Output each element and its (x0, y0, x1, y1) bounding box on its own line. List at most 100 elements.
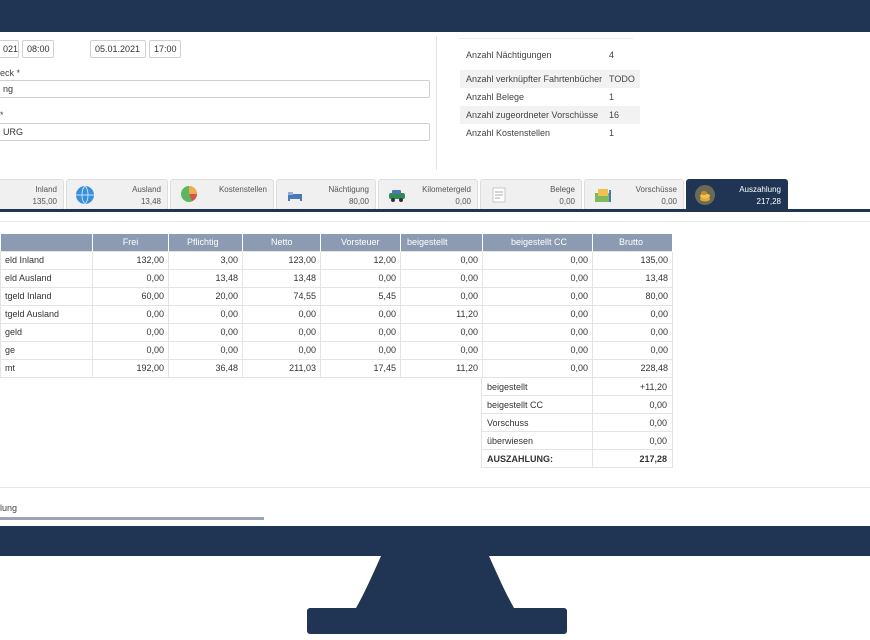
bed-icon (285, 185, 305, 205)
cell-brutto: 13,48 (592, 268, 673, 288)
info-row-belege: Anzahl Belege 1 (466, 92, 615, 102)
summary-value: +11,20 (592, 377, 673, 396)
content-divider (0, 221, 870, 222)
cell-brutto: 228,48 (592, 358, 673, 378)
bottom-tab-label[interactable]: lung (0, 503, 18, 513)
bottom-divider (0, 487, 870, 488)
summary-value: 0,00 (592, 413, 673, 432)
expense-table: Frei Pflichtig Netto Vorsteuer beigestel… (0, 234, 673, 378)
table-row[interactable]: tgeld Inland 60,00 20,00 74,55 5,45 0,00… (0, 286, 673, 306)
info-row-kostenstellen: Anzahl Kostenstellen 1 (466, 128, 615, 138)
cell-vorsteuer: 0,00 (320, 304, 401, 324)
summary-row: beigestellt CC 0,00 (481, 395, 673, 414)
column-header-frei: Frei (92, 234, 169, 251)
column-header-beigestellt-cc: beigestellt CC (482, 234, 593, 251)
purpose-input[interactable]: ng (0, 80, 430, 98)
cell-netto: 211,03 (242, 358, 321, 378)
cell-pflichtig: 20,00 (168, 286, 243, 306)
coins-icon (695, 185, 715, 205)
cell-pflichtig: 0,00 (168, 322, 243, 342)
cell-beigestellt-cc: 0,00 (482, 358, 593, 378)
table-row[interactable]: eld Inland 132,00 3,00 123,00 12,00 0,00… (0, 250, 673, 270)
destination-input[interactable]: URG (0, 123, 430, 141)
bottom-tab-indicator (0, 517, 264, 520)
cell-frei: 0,00 (92, 340, 169, 360)
tab-inland[interactable]: Inland 135,00 (0, 179, 64, 209)
summary-row-payout: AUSZAHLUNG: 217,28 (481, 449, 673, 468)
tab-auszahlung[interactable]: Auszahlung 217,28 (686, 179, 788, 209)
cell-pflichtig: 0,00 (168, 304, 243, 324)
destination-label: * (0, 110, 4, 120)
pie-chart-icon (179, 184, 199, 204)
cell-netto: 0,00 (242, 340, 321, 360)
monitor-stand (0, 556, 870, 640)
row-label: ge (0, 340, 93, 360)
purpose-label: eck * (0, 68, 21, 78)
tab-ausland[interactable]: Ausland 13,48 (66, 179, 168, 209)
monitor-top-bezel (0, 0, 870, 32)
table-row[interactable]: ge 0,00 0,00 0,00 0,00 0,00 0,00 0,00 (0, 340, 673, 360)
row-label: mt (0, 358, 93, 378)
table-row[interactable]: tgeld Ausland 0,00 0,00 0,00 0,00 11,20 … (0, 304, 673, 324)
info-row-naechtigungen: Anzahl Nächtigungen 4 (466, 50, 615, 60)
cell-vorsteuer: 0,00 (320, 322, 401, 342)
start-time-input[interactable]: 08:00 (22, 40, 54, 58)
cell-vorsteuer: 0,00 (320, 268, 401, 288)
cell-brutto: 0,00 (592, 304, 673, 324)
summary-value: 0,00 (592, 431, 673, 450)
cell-beigestellt-cc: 0,00 (482, 340, 593, 360)
tab-vorschuesse[interactable]: Vorschüsse 0,00 (584, 179, 684, 209)
row-label: eld Inland (0, 250, 93, 270)
cell-netto: 0,00 (242, 304, 321, 324)
cell-frei: 0,00 (92, 268, 169, 288)
tab-bar: Inland 135,00 Ausland 13,48 Kostenstelle… (0, 179, 870, 209)
tab-naechtigung[interactable]: Nächtigung 80,00 (276, 179, 376, 209)
cell-beigestellt-cc: 0,00 (482, 286, 593, 306)
cell-brutto: 0,00 (592, 340, 673, 360)
row-label: tgeld Ausland (0, 304, 93, 324)
summary-label: beigestellt (481, 377, 593, 396)
tab-belege[interactable]: Belege 0,00 (480, 179, 582, 209)
start-date-input[interactable]: 021 (0, 40, 19, 58)
cell-beigestellt-cc: 0,00 (482, 322, 593, 342)
cell-frei: 60,00 (92, 286, 169, 306)
cell-pflichtig: 36,48 (168, 358, 243, 378)
cell-vorsteuer: 5,45 (320, 286, 401, 306)
screen: 021 08:00 05.01.2021 17:00 eck * ng * UR… (0, 32, 870, 526)
end-date-input[interactable]: 05.01.2021 (90, 40, 146, 58)
tab-kostenstellen[interactable]: Kostenstellen (170, 179, 274, 209)
table-row[interactable]: geld 0,00 0,00 0,00 0,00 0,00 0,00 0,00 (0, 322, 673, 342)
cell-beigestellt-cc: 0,00 (482, 268, 593, 288)
row-label: eld Ausland (0, 268, 93, 288)
info-divider (436, 36, 437, 170)
cell-frei: 192,00 (92, 358, 169, 378)
cell-pflichtig: 13,48 (168, 268, 243, 288)
column-header (0, 234, 93, 251)
end-time-input[interactable]: 17:00 (149, 40, 181, 58)
table-row-total[interactable]: mt 192,00 36,48 211,03 17,45 11,20 0,00 … (0, 358, 673, 378)
cell-beigestellt: 0,00 (400, 340, 483, 360)
tab-kilometergeld[interactable]: Kilometergeld 0,00 (378, 179, 478, 209)
summary-row: Vorschuss 0,00 (481, 413, 673, 432)
cell-beigestellt: 0,00 (400, 286, 483, 306)
cell-beigestellt: 0,00 (400, 322, 483, 342)
table-header-row: Frei Pflichtig Netto Vorsteuer beigestel… (0, 234, 673, 251)
summary-label: beigestellt CC (481, 395, 593, 414)
cell-brutto: 0,00 (592, 322, 673, 342)
row-label: tgeld Inland (0, 286, 93, 306)
cell-netto: 74,55 (242, 286, 321, 306)
summary-label: überwiesen (481, 431, 593, 450)
cell-beigestellt: 11,20 (400, 304, 483, 324)
info-top-line (458, 38, 633, 39)
money-icon (593, 185, 613, 205)
table-row[interactable]: eld Ausland 0,00 13,48 13,48 0,00 0,00 0… (0, 268, 673, 288)
cell-frei: 0,00 (92, 304, 169, 324)
summary-label: Vorschuss (481, 413, 593, 432)
cell-vorsteuer: 17,45 (320, 358, 401, 378)
cell-netto: 0,00 (242, 322, 321, 342)
summary-value: 0,00 (592, 395, 673, 414)
cell-pflichtig: 3,00 (168, 250, 243, 270)
tab-underline (0, 209, 870, 212)
cell-frei: 132,00 (92, 250, 169, 270)
column-header-beigestellt: beigestellt (400, 234, 483, 251)
